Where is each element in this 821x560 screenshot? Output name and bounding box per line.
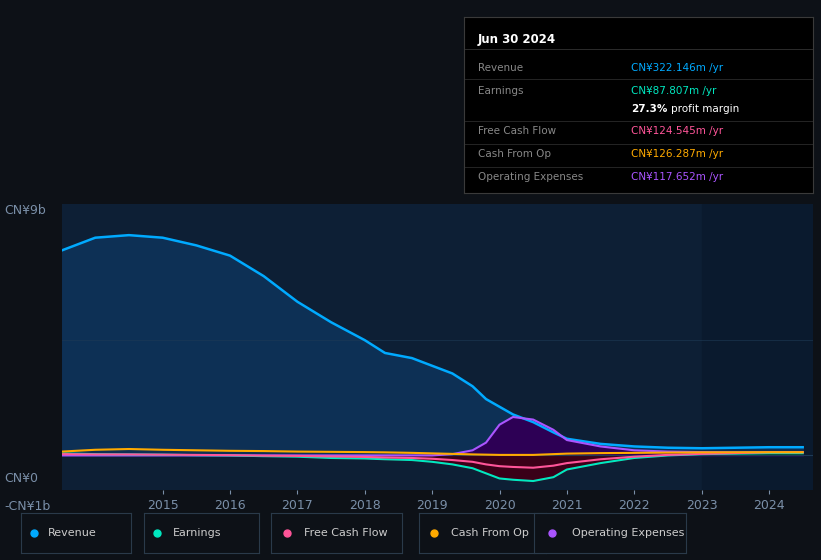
Text: Earnings: Earnings xyxy=(478,86,523,96)
Text: CN¥0: CN¥0 xyxy=(4,472,38,486)
Text: Cash From Op: Cash From Op xyxy=(478,150,551,160)
Text: Operating Expenses: Operating Expenses xyxy=(478,172,583,183)
Text: Jun 30 2024: Jun 30 2024 xyxy=(478,32,556,46)
Bar xyxy=(702,204,813,490)
Text: Cash From Op: Cash From Op xyxy=(451,528,529,538)
Text: Free Cash Flow: Free Cash Flow xyxy=(304,528,388,538)
Text: Operating Expenses: Operating Expenses xyxy=(571,528,684,538)
Text: CN¥124.545m /yr: CN¥124.545m /yr xyxy=(631,127,723,137)
Text: CN¥322.146m /yr: CN¥322.146m /yr xyxy=(631,63,723,73)
Text: CN¥126.287m /yr: CN¥126.287m /yr xyxy=(631,150,723,160)
Text: CN¥87.807m /yr: CN¥87.807m /yr xyxy=(631,86,717,96)
Text: Revenue: Revenue xyxy=(478,63,523,73)
Text: Earnings: Earnings xyxy=(172,528,221,538)
Text: profit margin: profit margin xyxy=(672,104,740,114)
Text: 27.3%: 27.3% xyxy=(631,104,667,114)
Text: -CN¥1b: -CN¥1b xyxy=(4,500,50,514)
Text: Free Cash Flow: Free Cash Flow xyxy=(478,127,556,137)
Text: CN¥117.652m /yr: CN¥117.652m /yr xyxy=(631,172,723,183)
Text: Revenue: Revenue xyxy=(48,528,97,538)
Text: CN¥9b: CN¥9b xyxy=(4,203,46,217)
